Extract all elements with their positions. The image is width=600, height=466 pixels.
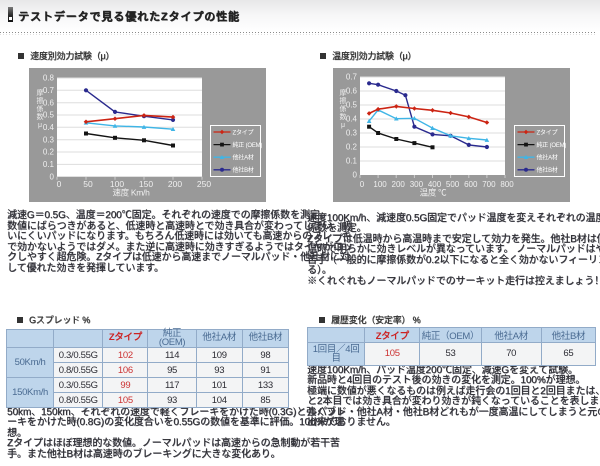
svg-text:400: 400 (428, 180, 442, 189)
svg-text:0.3: 0.3 (43, 135, 55, 144)
svg-text:μ: μ (341, 122, 345, 129)
svg-text:0.1: 0.1 (43, 160, 55, 169)
svg-text:Zタイプ: Zタイプ (537, 128, 558, 136)
svg-text:0: 0 (57, 179, 62, 189)
svg-text:0.4: 0.4 (346, 115, 358, 124)
svg-text:摩: 摩 (340, 88, 347, 97)
svg-text:700: 700 (482, 180, 496, 189)
svg-text:500: 500 (446, 180, 460, 189)
svg-text:200: 200 (392, 180, 406, 189)
svg-text:擦: 擦 (37, 96, 44, 105)
svg-text:他社A材: 他社A材 (233, 154, 254, 162)
svg-text:数: 数 (37, 112, 44, 121)
svg-text:0.2: 0.2 (346, 143, 358, 152)
svg-text:係: 係 (340, 104, 347, 113)
svg-text:他社B材: 他社B材 (233, 166, 254, 174)
svg-text:0.8: 0.8 (43, 74, 55, 83)
svg-text:0.2: 0.2 (43, 148, 55, 157)
svg-text:擦: 擦 (340, 96, 347, 105)
svg-text:0.3: 0.3 (346, 129, 358, 138)
svg-text:800: 800 (500, 180, 514, 189)
svg-text:0: 0 (360, 180, 365, 189)
svg-text:係: 係 (37, 104, 44, 113)
svg-text:温度 ℃: 温度 ℃ (420, 188, 447, 198)
svg-text:0: 0 (353, 171, 358, 180)
svg-text:Zタイプ: Zタイプ (233, 128, 254, 136)
svg-text:他社A材: 他社A材 (537, 154, 558, 162)
svg-text:600: 600 (464, 180, 478, 189)
svg-text:300: 300 (410, 180, 424, 189)
svg-text:150: 150 (139, 179, 153, 189)
svg-text:純正 (OEM): 純正 (OEM) (233, 141, 263, 149)
svg-text:数: 数 (340, 112, 347, 121)
svg-text:0.1: 0.1 (346, 157, 358, 166)
svg-text:250: 250 (197, 179, 211, 189)
svg-text:他社B材: 他社B材 (537, 166, 558, 174)
svg-text:50: 50 (83, 179, 93, 189)
svg-text:0.7: 0.7 (43, 86, 55, 95)
svg-text:200: 200 (168, 179, 182, 189)
svg-text:純正 (OEM): 純正 (OEM) (537, 141, 567, 149)
svg-text:100: 100 (110, 179, 124, 189)
svg-text:0.6: 0.6 (346, 87, 358, 96)
svg-text:0.5: 0.5 (346, 101, 358, 110)
svg-text:摩: 摩 (37, 88, 44, 97)
svg-text:0.6: 0.6 (43, 98, 55, 107)
svg-text:速度 Km/h: 速度 Km/h (112, 188, 150, 198)
svg-text:100: 100 (373, 180, 387, 189)
svg-text:0.7: 0.7 (346, 73, 358, 82)
svg-text:0.4: 0.4 (43, 123, 55, 132)
svg-text:0.5: 0.5 (43, 111, 55, 120)
svg-text:μ: μ (38, 122, 42, 129)
svg-text:0: 0 (50, 172, 55, 181)
